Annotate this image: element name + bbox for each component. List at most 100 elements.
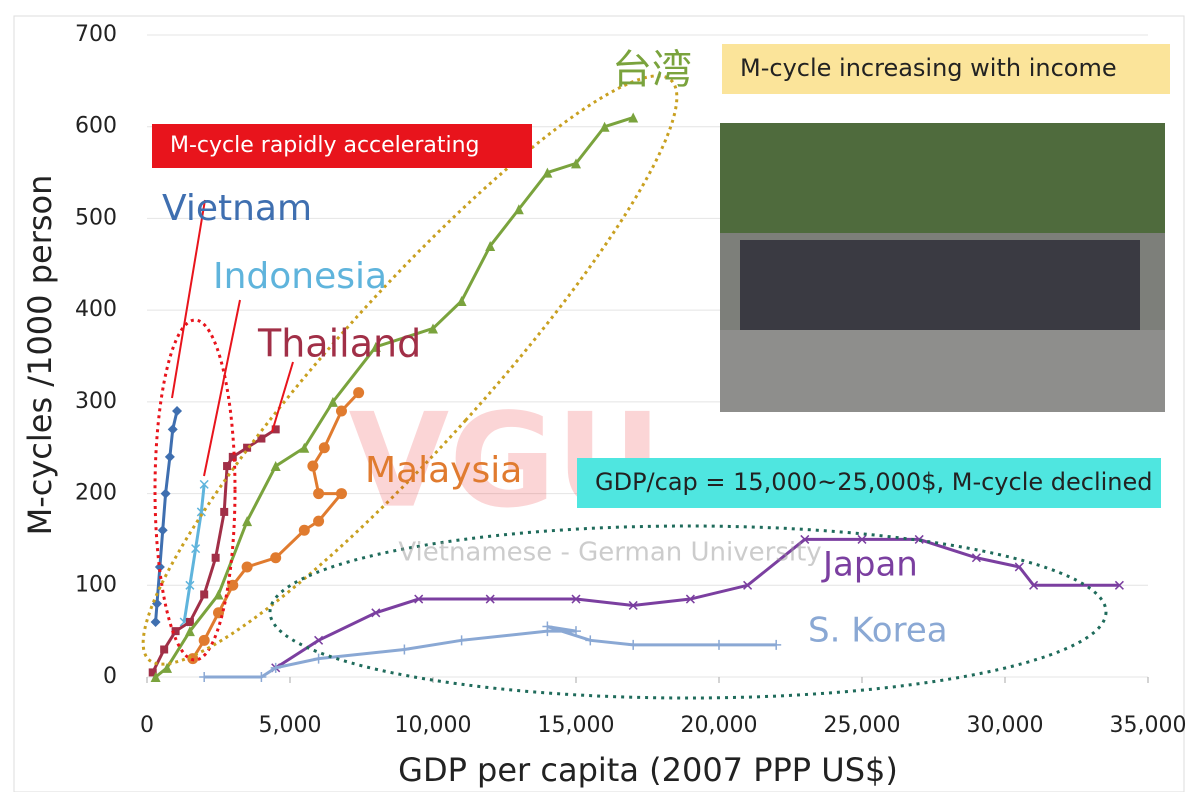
marker [335,405,347,417]
marker [800,534,810,544]
marker [213,589,224,600]
marker [299,442,310,453]
marker [542,167,553,178]
y-tick-label: 700 [75,22,117,47]
marker [185,617,194,626]
x-tick-label: 30,000 [967,713,1044,738]
annotation-text: GDP/cap = 15,000~25,000$, M-cycle declin… [595,468,1153,496]
y-tick-label: 600 [75,114,117,139]
marker [542,621,553,632]
series [271,534,1124,673]
marker [164,451,175,462]
marker [1114,580,1124,590]
marker [485,594,495,604]
ellipse [153,318,237,662]
marker [456,635,467,646]
marker [270,662,281,673]
marker [571,626,581,637]
marker [154,561,165,572]
marker [571,594,581,604]
series-label: Japan [821,545,918,585]
marker [223,462,232,471]
marker [370,341,381,352]
marker [270,552,282,564]
frame [13,15,1185,792]
marker [191,544,201,554]
watermark-text: Vietnamese - German University [398,538,821,568]
marker [199,479,209,489]
x-tick-label: 25,000 [824,713,901,738]
marker [771,639,782,650]
series-line [204,625,777,679]
series-label: Malaysia [365,450,522,491]
marker [200,590,209,599]
series-label: Vietnam [162,188,312,229]
ellipse [141,74,679,666]
y-tick-label: 0 [103,664,117,689]
marker [220,507,229,516]
series-line [274,537,1120,670]
marker [414,594,424,604]
marker [1014,562,1024,572]
marker [628,639,639,650]
marker [160,488,171,499]
annotation-text: M-cycle increasing with income [740,54,1117,82]
marker [167,424,178,435]
annotation-box [722,44,1170,94]
marker [313,515,325,527]
marker [314,635,324,645]
marker [971,553,981,563]
annotation-text: M-cycle rapidly accelerating [170,133,480,158]
marker [242,516,253,527]
marker [184,626,195,637]
marker [150,616,161,627]
series [187,387,365,665]
marker [327,396,338,407]
ellipse [268,524,1108,700]
y-axis-title: M-cycles /1000 person [21,175,59,536]
series-label: Thailand [257,322,421,366]
marker [241,561,253,573]
x-tick-label: 20,000 [681,713,758,738]
marker [198,634,210,646]
marker [1029,580,1039,590]
marker [157,525,168,536]
marker [298,524,310,536]
x-tick-label: 0 [140,713,154,738]
marker [160,645,169,654]
arrow [171,199,294,477]
series-label: Indonesia [213,256,387,297]
x-tick-label: 15,000 [538,713,615,738]
marker [171,627,180,636]
marker [485,240,496,251]
marker [271,425,280,434]
marker [456,295,467,306]
x-axis-title: GDP per capita (2007 PPP US$) [398,751,898,789]
y-tick-label: 100 [75,572,117,597]
marker [172,406,183,417]
plot-area [146,34,1149,683]
marker [313,653,324,664]
marker [270,461,281,472]
marker [628,600,638,610]
marker [599,121,610,132]
marker [685,594,695,604]
y-tick-label: 400 [75,297,117,322]
x-tick-label: 10,000 [395,713,472,738]
series-line [154,410,179,623]
annotation-box [152,124,532,168]
marker [150,672,161,682]
marker [857,534,867,544]
series-label: 台湾 [612,47,692,93]
marker [571,158,581,169]
series [179,479,209,627]
marker [199,672,210,682]
marker [256,672,267,682]
photo [720,123,1165,412]
marker [162,662,173,673]
series [150,112,639,682]
marker [318,442,330,454]
marker [257,434,266,443]
marker [148,668,157,677]
